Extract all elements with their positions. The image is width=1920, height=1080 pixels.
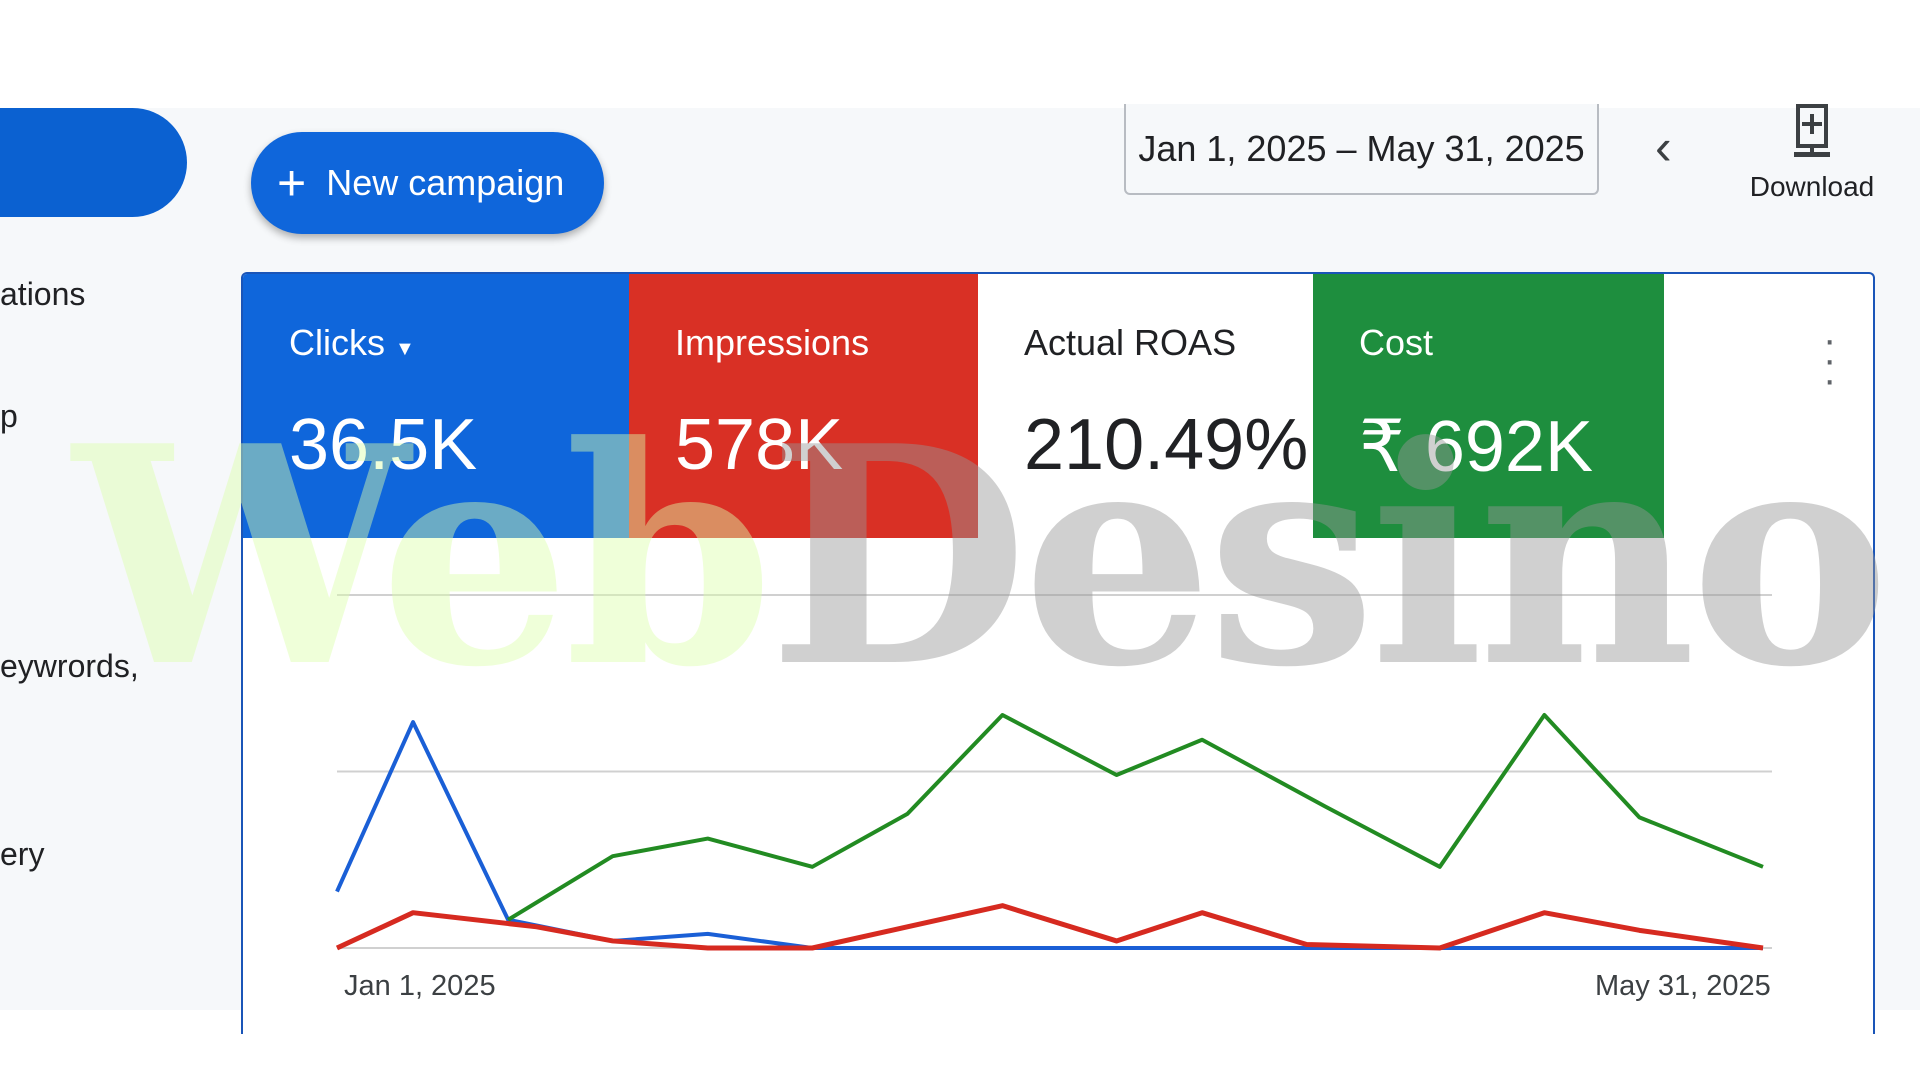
- sidebar-item[interactable]: eywrords,: [0, 648, 139, 684]
- metric-label: Clicks ▼: [289, 322, 415, 364]
- metric-value: 578K: [675, 405, 844, 485]
- metric-label-text: Clicks: [289, 322, 385, 363]
- date-range-picker[interactable]: Jan 1, 2025 – May 31, 2025: [1124, 104, 1599, 195]
- download-icon: [1794, 104, 1830, 157]
- date-range-text: Jan 1, 2025 – May 31, 2025: [1138, 127, 1585, 169]
- app-area: ations p eywrords, ery + New campaign Ja…: [0, 104, 1920, 1034]
- performance-card: Clicks ▼ 36.5K Impressions 578K Actual R…: [241, 272, 1875, 1034]
- metric-tile-impressions[interactable]: Impressions 578K: [629, 274, 978, 538]
- sidebar-item[interactable]: p: [0, 398, 18, 434]
- dropdown-caret-icon[interactable]: ▼: [395, 338, 415, 360]
- metric-tile-cost[interactable]: Cost ₹ 692K: [1313, 274, 1664, 538]
- sidebar-item[interactable]: ations: [0, 276, 86, 312]
- plus-icon: +: [277, 155, 307, 211]
- sidebar-active-item[interactable]: [0, 108, 187, 217]
- chevron-left-icon[interactable]: ‹: [1655, 119, 1672, 175]
- x-tick-label-end: May 31, 2025: [1595, 970, 1771, 1002]
- metric-tile-clicks[interactable]: Clicks ▼ 36.5K: [243, 274, 629, 538]
- download-label: Download: [1749, 171, 1875, 202]
- series-line-1: [507, 713, 1764, 922]
- x-tick-label-start: Jan 1, 2025: [344, 970, 496, 1002]
- sidebar-item[interactable]: ery: [0, 836, 45, 872]
- new-campaign-button[interactable]: + New campaign: [251, 132, 604, 234]
- download-button[interactable]: Download: [1740, 104, 1884, 203]
- metric-label: Actual ROAS: [1024, 322, 1237, 363]
- metric-value: ₹ 692K: [1359, 407, 1593, 487]
- metric-label: Cost: [1359, 322, 1434, 363]
- metric-value: 210.49%: [1024, 405, 1309, 485]
- metric-label: Impressions: [675, 322, 870, 363]
- new-campaign-label: New campaign: [326, 162, 565, 203]
- series-line-2: [335, 903, 1764, 951]
- metric-tile-roas[interactable]: Actual ROAS 210.49%: [978, 274, 1313, 538]
- metric-value: 36.5K: [289, 405, 478, 485]
